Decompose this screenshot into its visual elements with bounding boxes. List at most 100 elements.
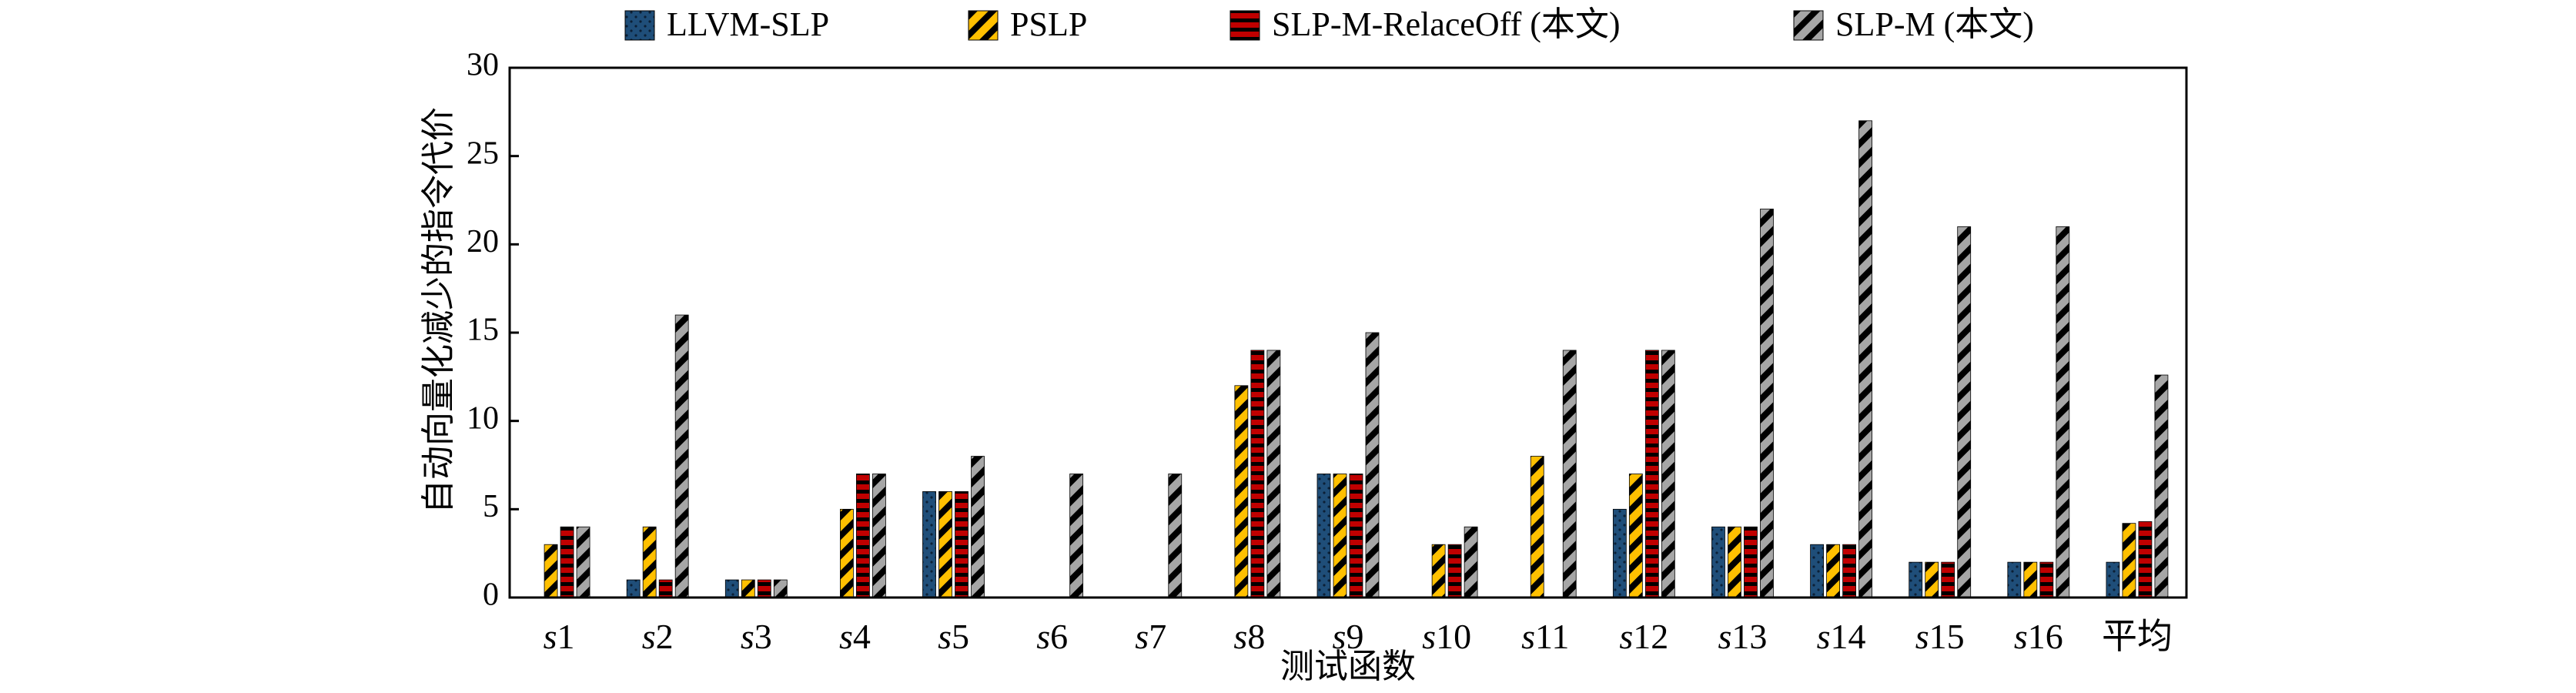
bar-s12-series-3	[1661, 350, 1675, 598]
bar-s3-series-2	[757, 579, 771, 598]
x-tick-label: s6	[1036, 617, 1068, 656]
x-tick-prefix: s	[1521, 617, 1535, 656]
bar-平均-series-1	[2122, 523, 2136, 598]
bar-s16-series-1	[2023, 561, 2038, 598]
bar-s13-series-0	[1711, 526, 1725, 598]
x-tick-label: s15	[1915, 617, 1965, 656]
y-tick-label: 10	[467, 400, 499, 436]
bar-s16-series-3	[2056, 226, 2070, 598]
x-tick-prefix: s	[544, 617, 557, 656]
bar-s5-series-2	[955, 491, 969, 598]
legend-swatch-1	[968, 10, 999, 41]
x-tick-number: 14	[1831, 617, 1866, 656]
bar-s5-series-0	[922, 491, 936, 598]
bar-s2-series-3	[674, 314, 689, 598]
legend-swatch-0	[624, 10, 655, 41]
legend-swatch-2	[1229, 10, 1260, 41]
legend-label-0: LLVM-SLP	[667, 5, 829, 43]
x-tick-label: s13	[1718, 617, 1768, 656]
bar-s14-series-2	[1842, 544, 1856, 598]
bar-s2-series-1	[642, 526, 657, 598]
bar-s13-series-1	[1728, 526, 1741, 598]
bar-s14-series-3	[1858, 120, 1872, 598]
x-tick-number: 平均	[2102, 617, 2173, 656]
x-tick-label: s1	[544, 617, 575, 656]
y-tick-label: 0	[483, 578, 499, 613]
bar-s8-series-1	[1234, 385, 1249, 598]
bar-s2-series-2	[658, 579, 673, 598]
legend: LLVM-SLP PSLP SLP-M-RelaceOff (本文) SLP-M (本…	[624, 5, 2034, 43]
x-tick-number: 2	[656, 617, 674, 656]
plot-frame	[508, 66, 2188, 599]
y-tick-label: 25	[467, 136, 499, 171]
x-tick-prefix: s	[2014, 617, 2028, 656]
bar-s1-series-3	[576, 526, 590, 598]
x-tick-prefix: s	[1817, 617, 1831, 656]
bar-s12-series-2	[1644, 350, 1659, 598]
x-tick-label: s2	[642, 617, 674, 656]
x-tick-label: s9	[1333, 617, 1364, 656]
x-tick-number: 9	[1346, 617, 1363, 656]
x-tick-label: s8	[1233, 617, 1265, 656]
x-tick-prefix: s	[741, 617, 754, 656]
legend-label-2: SLP-M-RelaceOff (本文)	[1272, 5, 1621, 43]
x-tick-prefix: s	[938, 617, 952, 656]
x-axis-title: 测试函数	[1280, 647, 1416, 686]
x-tick-label: s7	[1135, 617, 1166, 656]
x-tick-prefix: s	[1718, 617, 1732, 656]
x-tick-label: s14	[1817, 617, 1866, 656]
x-tick-number: 11	[1535, 617, 1569, 656]
x-tick-label: 平均	[2102, 617, 2173, 656]
x-tick-number: 13	[1731, 617, 1767, 656]
legend-swatch-3	[1793, 10, 1824, 41]
x-tick-label: s3	[741, 617, 772, 656]
bar-s4-series-1	[840, 508, 854, 598]
bar-平均-series-2	[2138, 521, 2153, 598]
x-tick-prefix: s	[1915, 617, 1929, 656]
x-tick-prefix: s	[1333, 617, 1347, 656]
x-tick-number: 4	[853, 617, 871, 656]
bar-s3-series-3	[773, 579, 788, 598]
bar-s3-series-1	[741, 579, 755, 598]
legend-label-1: PSLP	[1010, 5, 1087, 43]
x-tick-number: 7	[1149, 617, 1166, 656]
bar-s9-series-1	[1333, 474, 1347, 598]
bar-s12-series-1	[1628, 474, 1643, 598]
bar-s16-series-0	[2007, 561, 2022, 598]
bars	[544, 120, 2169, 598]
x-tick-label: s10	[1422, 617, 1471, 656]
bar-s5-series-1	[938, 491, 952, 598]
x-tick-number: 10	[1436, 617, 1471, 656]
bar-s11-series-3	[1562, 350, 1577, 598]
bar-s1-series-2	[560, 526, 574, 598]
bar-s16-series-2	[2039, 561, 2054, 598]
x-tick-number: 6	[1050, 617, 1068, 656]
bar-s12-series-0	[1612, 508, 1627, 598]
bar-s15-series-0	[1909, 561, 1923, 598]
bar-s14-series-0	[1810, 544, 1824, 598]
y-tick-label: 30	[467, 48, 499, 83]
bar-s14-series-1	[1826, 544, 1840, 598]
y-axis-title: 自动向量化减少的指令代价	[419, 107, 458, 514]
x-tick-label: s12	[1619, 617, 1668, 656]
y-tick-label: 15	[467, 313, 499, 348]
bar-平均-series-3	[2154, 374, 2169, 598]
x-tick-prefix: s	[1619, 617, 1633, 656]
x-tick-number: 15	[1929, 617, 1965, 656]
bar-s11-series-1	[1530, 456, 1544, 598]
bar-s9-series-2	[1349, 474, 1363, 598]
x-tick-number: 8	[1247, 617, 1265, 656]
legend-label-3: SLP-M (本文)	[1835, 5, 2034, 43]
bar-s15-series-2	[1941, 561, 1955, 598]
bar-s7-series-3	[1168, 474, 1183, 598]
bar-s3-series-0	[724, 579, 739, 598]
x-tick-number: 16	[2028, 617, 2063, 656]
y-tick-label: 20	[467, 224, 499, 259]
x-tick-prefix: s	[839, 617, 853, 656]
bar-s15-series-3	[1957, 226, 1972, 598]
bar-s10-series-3	[1464, 526, 1478, 598]
bar-s10-series-1	[1431, 544, 1446, 598]
x-tick-label: s5	[938, 617, 969, 656]
x-tick-number: 5	[952, 617, 969, 656]
